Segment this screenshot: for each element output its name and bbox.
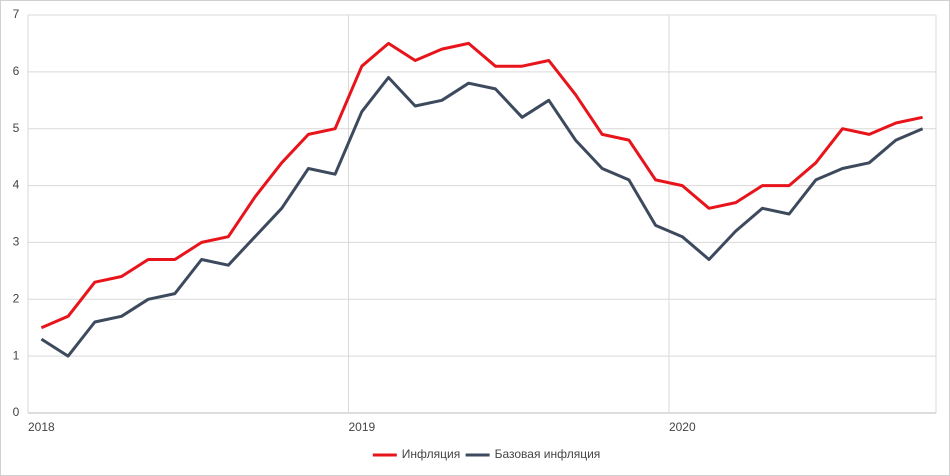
x-tick-label: 2019 (348, 420, 375, 434)
y-tick-label: 3 (13, 235, 20, 249)
line-series (40, 76, 924, 358)
y-tick-label: 1 (13, 348, 20, 362)
y-tick-label: 4 (13, 178, 20, 192)
line-series (40, 41, 923, 330)
y-tick-label: 0 (13, 405, 20, 419)
y-tick-label: 7 (13, 7, 20, 21)
y-tick-label: 2 (13, 291, 20, 305)
x-tick-label: 2018 (28, 420, 55, 434)
x-tick-label: 2020 (669, 420, 696, 434)
y-tick-label: 5 (13, 121, 20, 135)
legend-label: Инфляция (402, 447, 460, 461)
legend-label: Базовая инфляция (495, 447, 601, 461)
y-tick-label: 6 (13, 64, 20, 78)
